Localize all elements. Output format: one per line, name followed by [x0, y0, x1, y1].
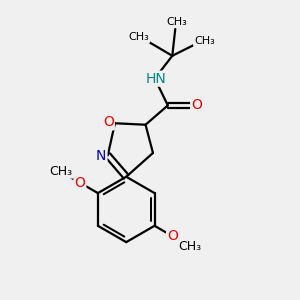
Text: CH₃: CH₃: [128, 32, 149, 42]
Text: CH₃: CH₃: [49, 165, 73, 178]
Text: O: O: [191, 98, 202, 112]
Text: CH₃: CH₃: [178, 240, 202, 253]
Text: CH₃: CH₃: [194, 36, 215, 46]
Text: O: O: [74, 176, 85, 190]
Text: N: N: [96, 149, 106, 163]
Text: HN: HN: [146, 72, 166, 86]
Text: CH₃: CH₃: [167, 16, 187, 27]
Text: O: O: [167, 229, 178, 243]
Text: O: O: [103, 116, 114, 129]
